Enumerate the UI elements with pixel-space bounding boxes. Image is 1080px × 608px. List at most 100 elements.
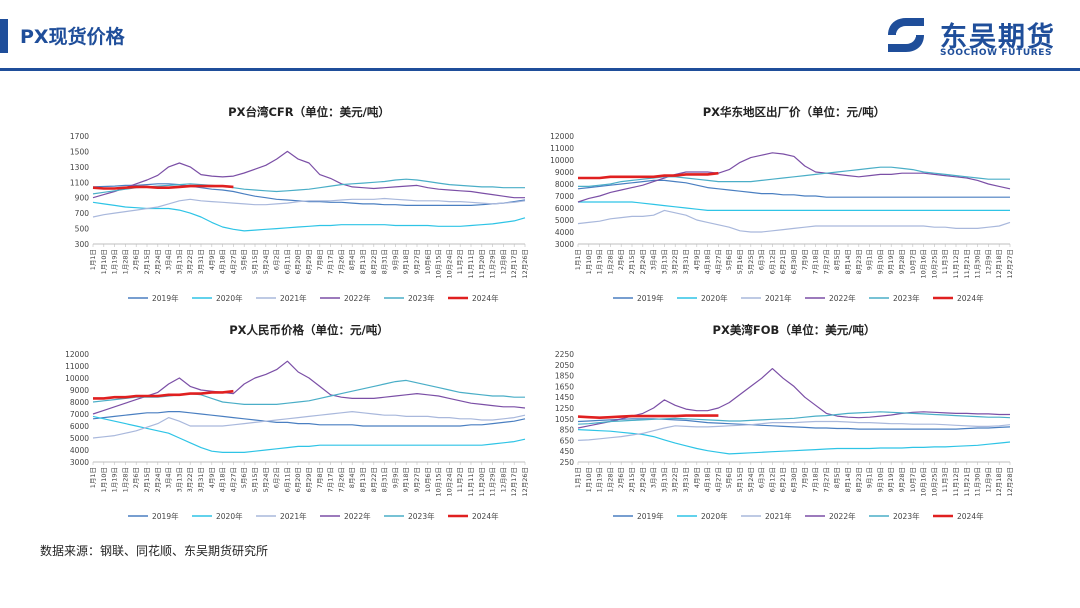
y-tick-label: 700 bbox=[75, 209, 90, 218]
legend-label: 2020年 bbox=[216, 511, 243, 521]
y-tick-label: 10000 bbox=[65, 374, 89, 383]
y-tick-label: 1450 bbox=[555, 393, 574, 402]
chart-title: PX华东地区出厂价（单位：元/吨） bbox=[703, 105, 886, 119]
x-tick-label: 12月9日 bbox=[984, 249, 992, 274]
y-tick-label: 1500 bbox=[70, 147, 89, 156]
legend-label: 2022年 bbox=[829, 293, 856, 303]
x-tick-label: 10月6日 bbox=[424, 467, 432, 492]
x-tick-label: 10月6日 bbox=[424, 249, 432, 274]
y-tick-label: 2250 bbox=[555, 350, 574, 359]
chart-title: PX人民币价格（单位：元/吨） bbox=[229, 323, 389, 337]
y-tick-label: 900 bbox=[75, 194, 90, 203]
x-tick-label: 5月16日 bbox=[736, 249, 744, 274]
x-tick-label: 6月2日 bbox=[273, 249, 281, 270]
series-line-3 bbox=[577, 420, 1011, 441]
y-tick-label: 3000 bbox=[555, 240, 574, 249]
x-tick-label: 6月12日 bbox=[768, 249, 776, 274]
x-tick-label: 11月2日 bbox=[456, 249, 464, 274]
x-tick-label: 9月1日 bbox=[866, 467, 874, 488]
x-tick-label: 5月6日 bbox=[240, 249, 248, 270]
series-line-5 bbox=[577, 411, 1011, 425]
x-tick-label: 2月6日 bbox=[617, 249, 625, 270]
legend-label: 2021年 bbox=[280, 511, 307, 521]
series-line-5 bbox=[92, 178, 525, 195]
x-tick-label: 6月30日 bbox=[790, 249, 798, 274]
legend-label: 2021年 bbox=[765, 511, 792, 521]
header-divider bbox=[0, 68, 1080, 71]
x-tick-label: 9月10日 bbox=[876, 467, 884, 492]
x-tick-label: 8月23日 bbox=[855, 467, 863, 492]
x-tick-label: 7月8日 bbox=[316, 249, 324, 270]
x-tick-label: 8月5日 bbox=[833, 249, 841, 270]
x-tick-label: 4月18日 bbox=[219, 467, 227, 492]
logo-chinese-name: 东吴期货 bbox=[940, 22, 1056, 53]
x-tick-label: 12月18日 bbox=[995, 249, 1003, 279]
x-tick-label: 1月19日 bbox=[111, 249, 119, 274]
x-tick-label: 5月6日 bbox=[725, 249, 733, 270]
y-tick-label: 7000 bbox=[70, 410, 89, 419]
x-tick-label: 6月11日 bbox=[283, 467, 291, 492]
x-tick-label: 9月27日 bbox=[413, 249, 421, 274]
series-line-3 bbox=[92, 410, 526, 439]
x-tick-label: 6月29日 bbox=[305, 467, 313, 492]
legend-label: 2022年 bbox=[344, 293, 371, 303]
legend-label: 2019年 bbox=[152, 511, 179, 521]
x-tick-label: 7月26日 bbox=[337, 249, 345, 274]
x-tick-label: 5月6日 bbox=[725, 467, 733, 488]
x-tick-label: 4月27日 bbox=[229, 249, 237, 274]
y-tick-label: 1050 bbox=[555, 415, 574, 424]
x-tick-label: 1月19日 bbox=[596, 467, 604, 492]
legend-label: 2020年 bbox=[701, 511, 728, 521]
x-tick-label: 8月14日 bbox=[844, 467, 852, 492]
x-tick-label: 12月26日 bbox=[521, 467, 529, 497]
x-tick-label: 3月31日 bbox=[197, 249, 205, 274]
x-tick-label: 6月3日 bbox=[758, 249, 766, 270]
chart-px-us-gulf-fob: PX美湾FOB（单位：美元/吨） 250 450 650 850 1050 1250 1450… bbox=[540, 318, 1030, 533]
x-tick-label: 4月27日 bbox=[714, 249, 722, 274]
x-tick-label: 5月15日 bbox=[251, 467, 259, 492]
x-tick-label: 12月8日 bbox=[499, 467, 507, 492]
series-line-1 bbox=[577, 179, 1010, 198]
legend-label: 2019年 bbox=[637, 293, 664, 303]
x-tick-label: 1月28日 bbox=[606, 467, 614, 492]
y-tick-label: 1100 bbox=[70, 178, 89, 187]
y-tick-label: 500 bbox=[75, 225, 90, 234]
x-tick-label: 9月9日 bbox=[391, 467, 399, 488]
x-tick-label: 7月27日 bbox=[822, 467, 830, 492]
x-tick-label: 9月18日 bbox=[402, 249, 410, 274]
x-tick-label: 9月27日 bbox=[413, 467, 421, 492]
x-tick-label: 6月21日 bbox=[779, 467, 787, 492]
x-tick-label: 3月22日 bbox=[671, 249, 679, 274]
legend-label: 2024年 bbox=[957, 293, 984, 303]
x-tick-label: 2月6日 bbox=[132, 249, 140, 270]
x-tick-label: 1月1日 bbox=[89, 249, 97, 270]
y-tick-label: 4000 bbox=[555, 228, 574, 237]
y-tick-label: 1850 bbox=[555, 372, 574, 381]
series-line-4 bbox=[577, 152, 1011, 203]
x-tick-label: 3月4日 bbox=[165, 467, 173, 488]
x-tick-label: 11月30日 bbox=[974, 467, 982, 497]
y-tick-label: 6000 bbox=[70, 422, 89, 431]
x-tick-label: 3月4日 bbox=[165, 249, 173, 270]
chart-title: PX美湾FOB（单位：美元/吨） bbox=[713, 323, 876, 337]
y-tick-label: 11000 bbox=[65, 362, 89, 371]
series-line-1 bbox=[92, 183, 526, 207]
x-tick-label: 6月2日 bbox=[273, 467, 281, 488]
x-tick-label: 6月3日 bbox=[758, 467, 766, 488]
x-tick-label: 4月18日 bbox=[704, 467, 712, 492]
x-tick-label: 2月15日 bbox=[628, 249, 636, 274]
y-tick-label: 12000 bbox=[65, 350, 89, 359]
x-tick-label: 4月18日 bbox=[219, 249, 227, 274]
legend-label: 2023年 bbox=[893, 293, 920, 303]
chart-px-rmb-price: PX人民币价格（单位：元/吨） 3000 4000 5000 6000 7000 8000 9… bbox=[55, 318, 545, 533]
x-tick-label: 7月18日 bbox=[812, 467, 820, 492]
x-tick-label: 10月15日 bbox=[435, 249, 443, 279]
series-line-2 bbox=[578, 201, 1010, 212]
x-tick-label: 2月6日 bbox=[132, 467, 140, 488]
x-tick-label: 8月13日 bbox=[359, 249, 367, 274]
series-line-5 bbox=[578, 166, 1010, 188]
x-tick-label: 1月10日 bbox=[100, 467, 108, 492]
chart-px-east-china-ex-factory: PX华东地区出厂价（单位：元/吨） 3000 4000 5000 6000 7000 800… bbox=[540, 100, 1030, 315]
x-tick-label: 12月9日 bbox=[984, 467, 992, 492]
x-tick-label: 3月13日 bbox=[175, 467, 183, 492]
